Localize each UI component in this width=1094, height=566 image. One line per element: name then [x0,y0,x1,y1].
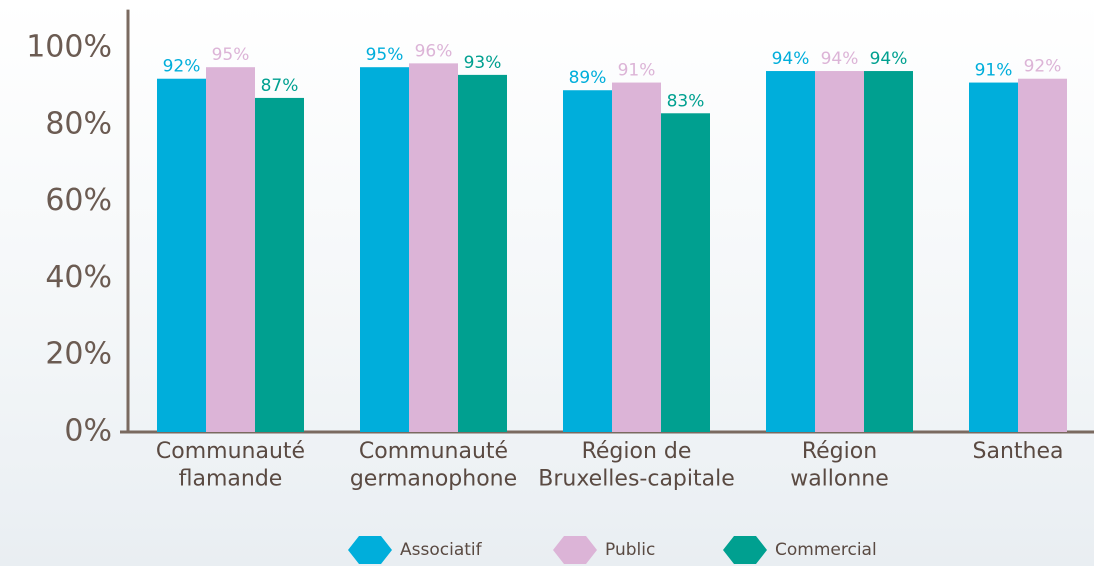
bar [206,67,255,432]
y-tick-label: 0% [64,414,112,449]
y-tick-label: 40% [45,260,112,295]
bar [864,71,913,432]
value-label: 89% [569,68,607,88]
y-tick-label: 60% [45,183,112,218]
bar [563,90,612,433]
value-label: 83% [667,91,705,111]
value-label: 96% [415,41,453,61]
bar [409,63,458,433]
bar [612,82,661,432]
bar [157,78,206,432]
value-label: 94% [772,49,810,69]
value-label: 92% [1024,57,1062,77]
legend-marker [348,536,392,564]
x-tick-label: Communauté germanophone [350,439,517,492]
bar [255,97,304,433]
bar [360,67,409,432]
y-tick-label: 80% [45,106,112,141]
bar [766,71,815,432]
bar [661,113,710,432]
value-label: 94% [821,49,859,69]
legend-label: Public [605,540,655,560]
legend-marker [553,536,597,564]
y-tick-label: 100% [26,30,112,65]
legend-label: Commercial [775,540,877,560]
x-tick-label: Santhea [973,439,1064,464]
bar [1018,78,1067,432]
value-label: 91% [618,61,656,81]
value-label: 94% [870,49,908,69]
value-label: 93% [464,53,502,73]
y-tick-label: 20% [45,337,112,372]
value-label: 92% [163,57,201,77]
legend-label: Associatif [400,540,483,560]
x-tick-label: Communauté flamande [156,439,305,492]
bar [815,71,864,432]
value-label: 87% [261,76,299,96]
value-label: 91% [975,61,1013,81]
bar [458,74,507,432]
value-label: 95% [212,45,250,65]
x-tick-label: Région wallonne [790,439,889,492]
legend-marker [723,536,767,564]
x-tick-label: Région de Bruxelles-capitale [538,439,735,492]
value-label: 95% [366,45,404,65]
bar [969,82,1018,432]
